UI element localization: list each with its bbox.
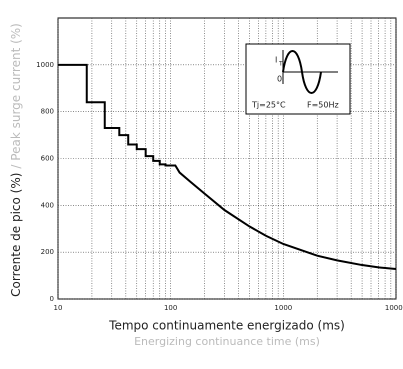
- x-tick-label: 10: [54, 304, 63, 312]
- y-tick-label: 600: [41, 155, 54, 163]
- inset-label: T: [278, 61, 283, 68]
- y-axis-label: Corrente de pico (%) / Peak surge current…: [9, 23, 23, 297]
- y-label-pt: Corrente de pico (%): [9, 173, 23, 297]
- y-label-en: / Peak surge current (%): [9, 23, 23, 168]
- curve: [58, 63, 397, 271]
- x-axis-label: Tempo continuamente energizado (ms): [108, 319, 345, 333]
- inset-label: 0: [277, 75, 282, 84]
- x-axis-label-en: Energizing continuance time (ms): [134, 335, 320, 348]
- x-tick-label: 1000: [274, 304, 292, 312]
- y-tick-label: 1000: [36, 61, 54, 69]
- inset: I T 0 Tj=25°C F=50Hz: [245, 43, 351, 115]
- y-tick-label: 0: [50, 295, 54, 303]
- x-tick-label: 100: [164, 304, 177, 312]
- inset-wave: [282, 50, 322, 94]
- inset-label: I: [275, 56, 277, 65]
- y-tick-label: 200: [41, 248, 54, 256]
- inset-label: F=50Hz: [307, 101, 339, 110]
- y-tick-label: 800: [41, 108, 54, 116]
- y-tick-label: 400: [41, 201, 54, 209]
- inset-label: Tj=25°C: [251, 101, 286, 110]
